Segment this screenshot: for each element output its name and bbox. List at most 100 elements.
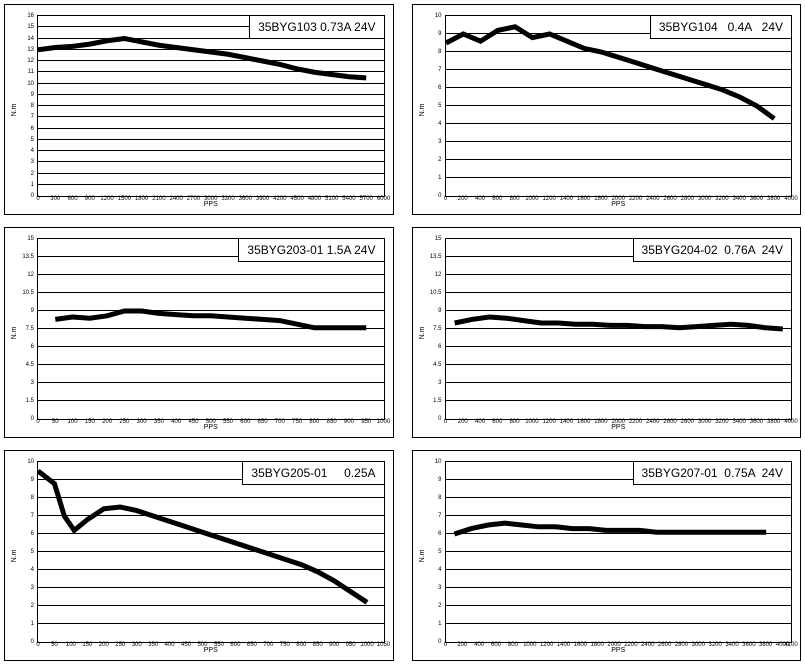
x-tick-label: 800 — [296, 642, 306, 648]
chart-panel-3: N.m35BYG204-02 0.76A 24V01.534.567.5910.… — [412, 227, 802, 438]
x-tick-label: 0 — [444, 419, 447, 425]
chart-panel-4: N.m35BYG205-01 0.25A01234567891005010015… — [4, 450, 394, 661]
y-tick-label: 4 — [438, 567, 441, 573]
x-tick-label: 700 — [263, 642, 273, 648]
y-tick-label: 0 — [438, 416, 441, 422]
x-tick-label: 3200 — [715, 419, 728, 425]
y-tick-label: 12 — [27, 58, 34, 64]
x-tick-label: 1400 — [560, 419, 573, 425]
x-tick-label: 3200 — [708, 642, 721, 648]
x-tick-label: 850 — [313, 642, 323, 648]
y-tick-label: 10 — [27, 459, 34, 465]
x-tick-label: 1600 — [577, 419, 590, 425]
x-tick-label: 550 — [214, 642, 224, 648]
x-tick-label: 1000 — [523, 642, 536, 648]
y-ticks: 012345678910 — [432, 462, 444, 642]
x-tick-label: 300 — [132, 642, 142, 648]
y-tick-label: 4 — [438, 121, 441, 127]
x-tick-label: 2600 — [663, 196, 676, 202]
x-ticks: 0300600900120015001800210024002700300033… — [38, 196, 384, 206]
y-tick-label: 15 — [435, 236, 442, 242]
x-tick-label: 150 — [85, 419, 95, 425]
x-tick-label: 3800 — [767, 196, 780, 202]
y-ticks: 01.534.567.5910.51213.515 — [432, 239, 444, 419]
x-tick-label: 400 — [171, 419, 181, 425]
chart-legend: 35BYG205-01 0.25A — [242, 461, 384, 485]
x-tick-label: 1800 — [594, 419, 607, 425]
y-axis-label: N.m — [11, 549, 18, 562]
y-tick-label: 6 — [31, 344, 34, 350]
y-tick-label: 7 — [31, 513, 34, 519]
plot-area: 35BYG204-02 0.76A 24V01.534.567.5910.512… — [445, 238, 793, 420]
x-tick-label: 450 — [188, 419, 198, 425]
x-tick-label: 900 — [329, 642, 339, 648]
y-tick-label: 1.5 — [433, 398, 441, 404]
y-tick-label: 8 — [31, 103, 34, 109]
y-tick-label: 5 — [31, 137, 34, 143]
x-tick-label: 0 — [36, 419, 39, 425]
y-tick-label: 6 — [438, 344, 441, 350]
x-tick-label: 600 — [491, 642, 501, 648]
y-tick-label: 3 — [31, 585, 34, 591]
x-tick-label: 2400 — [641, 642, 654, 648]
x-tick-label: 300 — [137, 419, 147, 425]
y-tick-label: 16 — [27, 13, 34, 19]
x-tick-label: 2000 — [612, 419, 625, 425]
y-tick-label: 9 — [31, 308, 34, 314]
x-tick-label: 3800 — [759, 642, 772, 648]
y-tick-label: 1 — [31, 182, 34, 188]
x-tick-label: 2200 — [629, 419, 642, 425]
y-tick-label: 10.5 — [430, 290, 442, 296]
x-tick-label: 2000 — [612, 196, 625, 202]
plot-area: 35BYG203-01 1.5A 24V01.534.567.5910.5121… — [37, 238, 385, 420]
x-tick-label: 3600 — [239, 196, 252, 202]
x-tick-label: 50 — [51, 642, 58, 648]
y-axis-label: N.m — [418, 103, 425, 116]
x-tick-label: 200 — [458, 196, 468, 202]
x-tick-label: 800 — [309, 419, 319, 425]
y-tick-label: 15 — [27, 24, 34, 30]
x-tick-label: 1800 — [590, 642, 603, 648]
x-tick-label: 4500 — [290, 196, 303, 202]
x-tick-label: 4100 — [784, 642, 797, 648]
x-tick-label: 250 — [119, 419, 129, 425]
data-curve — [38, 16, 384, 196]
x-tick-label: 1050 — [377, 642, 390, 648]
y-tick-label: 7.5 — [433, 326, 441, 332]
x-tick-label: 400 — [165, 642, 175, 648]
x-tick-label: 0 — [36, 642, 39, 648]
x-tick-label: 3000 — [204, 196, 217, 202]
y-tick-label: 11 — [28, 69, 34, 75]
y-tick-label: 4 — [31, 567, 34, 573]
chart-panel-1: N.m35BYG104 0.4A 24V01234567891002004006… — [412, 4, 802, 215]
y-tick-label: 5 — [31, 549, 34, 555]
y-tick-label: 8 — [438, 49, 441, 55]
x-tick-label: 450 — [181, 642, 191, 648]
x-tick-label: 1200 — [100, 196, 113, 202]
x-tick-label: 1000 — [377, 419, 390, 425]
x-tick-label: 1600 — [574, 642, 587, 648]
y-tick-label: 3 — [31, 380, 34, 386]
x-tick-label: 4000 — [784, 419, 797, 425]
x-tick-label: 4800 — [308, 196, 321, 202]
x-tick-label: 2600 — [658, 642, 671, 648]
x-tick-label: 250 — [115, 642, 125, 648]
y-tick-label: 3 — [438, 380, 441, 386]
x-tick-label: 3600 — [742, 642, 755, 648]
x-tick-label: 4000 — [784, 196, 797, 202]
y-tick-label: 15 — [27, 236, 34, 242]
y-axis-label: N.m — [418, 549, 425, 562]
x-tick-label: 950 — [361, 419, 371, 425]
x-tick-label: 2800 — [675, 642, 688, 648]
chart-legend: 35BYG103 0.73A 24V — [249, 15, 384, 39]
y-tick-label: 6 — [438, 531, 441, 537]
x-tick-label: 2800 — [681, 196, 694, 202]
x-tick-label: 1500 — [118, 196, 131, 202]
y-tick-label: 3 — [438, 585, 441, 591]
x-tick-label: 0 — [444, 642, 447, 648]
x-tick-label: 3800 — [767, 419, 780, 425]
y-tick-label: 12 — [435, 272, 442, 278]
x-tick-label: 700 — [275, 419, 285, 425]
x-tick-label: 1000 — [525, 196, 538, 202]
y-tick-label: 10 — [435, 459, 442, 465]
